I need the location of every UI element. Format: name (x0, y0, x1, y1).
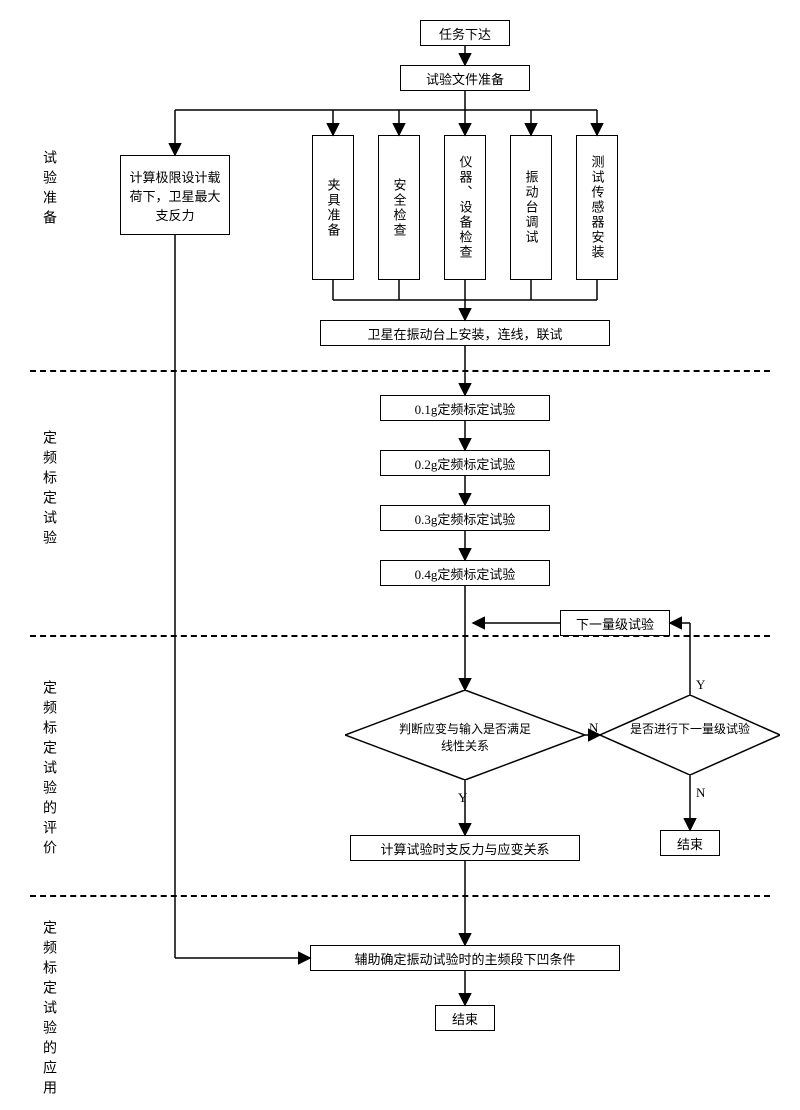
box-doc-prep: 试验文件准备 (400, 65, 530, 91)
section-label-1: 试验准备 (38, 150, 58, 230)
section-label-3: 定频标定试验的评价 (38, 680, 58, 860)
box-assist: 辅助确定振动试验时的主频段下凹条件 (310, 945, 620, 971)
box-safety: 安全检查 (378, 135, 420, 280)
box-next-level: 下一量级试验 (560, 610, 670, 636)
diamond-1-text: 判断应变与输入是否满足线性关系 (395, 720, 535, 754)
box-instrument: 仪器、设备检查 (444, 135, 486, 280)
box-end-2: 结束 (435, 1005, 495, 1031)
box-install: 卫星在振动台上安装，连线，联试 (320, 320, 610, 346)
box-calc-relation: 计算试验时支反力与应变关系 (350, 835, 580, 861)
label-d2-yes: Y (694, 677, 707, 693)
box-t01: 0.1g定频标定试验 (380, 395, 550, 421)
section-label-4: 定频标定试验的应用 (38, 920, 58, 1100)
diamond-2-text: 是否进行下一量级试验 (620, 720, 760, 737)
separator-3 (30, 895, 770, 897)
label-d1-yes: Y (456, 790, 469, 806)
separator-1 (30, 370, 770, 372)
box-shaker: 振动台调试 (510, 135, 552, 280)
box-t03: 0.3g定频标定试验 (380, 505, 550, 531)
box-fixture: 夹具准备 (312, 135, 354, 280)
box-end-1: 结束 (660, 830, 720, 856)
box-task: 任务下达 (420, 20, 510, 46)
label-d1-no: N (587, 720, 600, 736)
box-t02: 0.2g定频标定试验 (380, 450, 550, 476)
box-t04: 0.4g定频标定试验 (380, 560, 550, 586)
box-calc-limit: 计算极限设计载荷下，卫星最大支反力 (120, 155, 230, 235)
box-sensor: 测试传感器安装 (576, 135, 618, 280)
label-d2-no: N (694, 785, 707, 801)
section-label-2: 定频标定试验 (38, 430, 58, 550)
